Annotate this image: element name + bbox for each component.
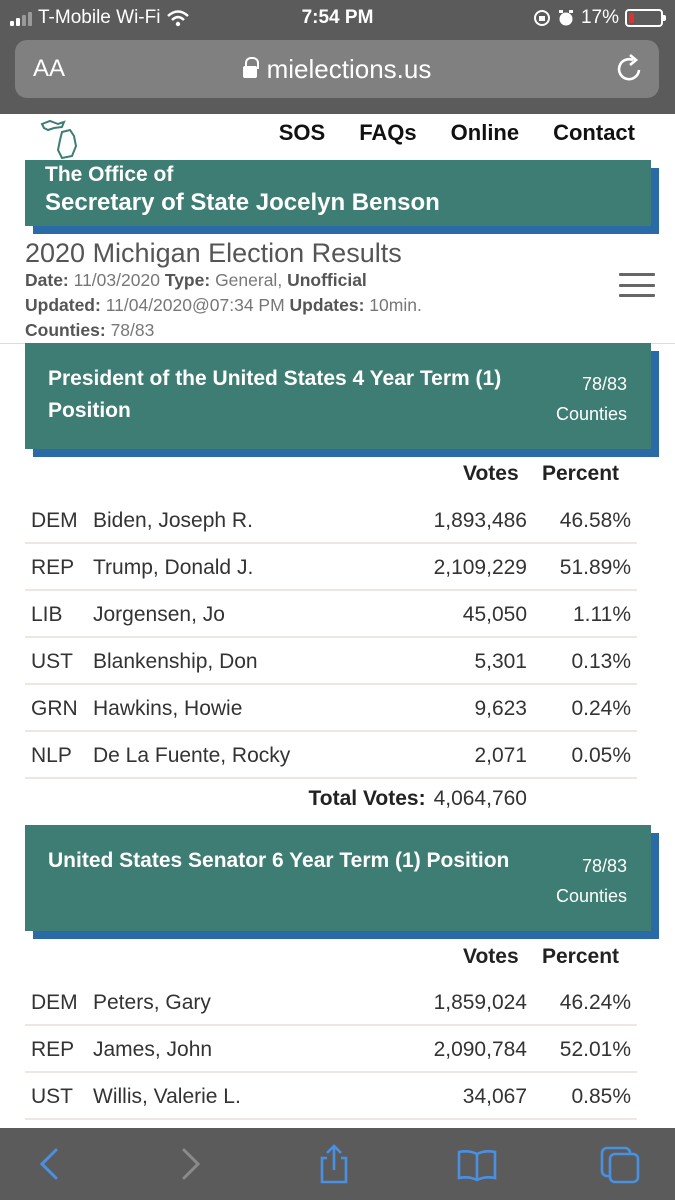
race-header-president[interactable]: President of the United States 4 Year Te… [25, 343, 651, 449]
percent: 0.85% [571, 1085, 631, 1108]
percent: 46.58% [559, 509, 631, 532]
banner-line2: Secretary of State Jocelyn Benson [45, 189, 440, 216]
votes: 34,067 [462, 1085, 527, 1108]
percent: 1.11% [573, 603, 631, 626]
meta-line-counties: Counties: 78/83 [25, 320, 155, 340]
party: UST [31, 1085, 73, 1108]
party: UST [31, 650, 73, 673]
sos-banner[interactable]: The Office of Secretary of State Jocelyn… [25, 160, 651, 226]
table-row: REP Trump, Donald J. 2,109,229 51.89% [25, 545, 637, 591]
percent-header: Percent [542, 462, 620, 485]
top-nav: SOS FAQs Online Contact [279, 120, 635, 146]
candidate: Biden, Joseph R. [93, 509, 253, 532]
percent-header: Percent [542, 945, 620, 968]
party: DEM [31, 991, 78, 1014]
url-text: mielections.us [266, 54, 432, 84]
party: REP [31, 556, 75, 579]
party: DEM [31, 509, 78, 532]
battery-icon [625, 9, 666, 27]
table-row: NLP De La Fuente, Rocky 2,071 0.05% [25, 733, 637, 779]
orientation-lock-icon [533, 10, 550, 26]
votes: 1,893,486 [433, 509, 527, 532]
clock: 7:54 PM [301, 7, 374, 28]
candidate: De La Fuente, Rocky [93, 744, 291, 767]
table-row: UST Willis, Valerie L. 34,067 0.85% [25, 1074, 637, 1120]
nav-sos[interactable]: SOS [278, 120, 326, 145]
party: REP [31, 1038, 75, 1061]
percent: 51.89% [559, 556, 631, 579]
tabs-icon[interactable] [598, 1142, 642, 1186]
banner-line1: The Office of [45, 163, 174, 186]
total-label: Total Votes: [308, 787, 426, 810]
signal-icon [10, 10, 32, 26]
status-bar: T-Mobile Wi-Fi 7:54 PM 17% [0, 0, 675, 36]
candidate: Trump, Donald J. [93, 556, 254, 579]
candidate: Hawkins, Howie [93, 697, 243, 720]
reader-options-button[interactable]: AA [33, 55, 66, 82]
candidate: James, John [93, 1038, 213, 1061]
michigan-logo-icon[interactable] [40, 118, 84, 162]
total-value: 4,064,760 [433, 787, 527, 810]
candidate: Peters, Gary [93, 991, 211, 1014]
votes-header: Votes [463, 462, 519, 485]
votes: 9,623 [474, 697, 527, 720]
browser-toolbar [0, 1128, 675, 1200]
nav-faqs[interactable]: FAQs [359, 120, 417, 145]
browser-chrome: T-Mobile Wi-Fi 7:54 PM 17% AA mielection… [0, 0, 675, 114]
race-header-senator[interactable]: United States Senator 6 Year Term (1) Po… [25, 825, 651, 931]
bookmarks-icon[interactable] [455, 1142, 499, 1186]
race-name: President of the United States 4 Year Te… [48, 367, 502, 422]
forward-icon[interactable] [168, 1142, 212, 1186]
table-row: DEM Peters, Gary 1,859,024 46.24% [25, 980, 637, 1026]
table-row: REP James, John 2,090,784 52.01% [25, 1027, 637, 1073]
votes: 2,109,229 [433, 556, 527, 579]
votes: 1,859,024 [433, 991, 527, 1014]
table-row: UST Blankenship, Don 5,301 0.13% [25, 639, 637, 685]
carrier-label: T-Mobile Wi-Fi [38, 7, 161, 28]
page-title: 2020 Michigan Election Results [25, 238, 402, 268]
party: GRN [31, 697, 78, 720]
meta-line-date: Date: 11/03/2020 Type: General, Unoffici… [25, 270, 367, 290]
percent: 0.13% [571, 650, 631, 673]
votes: 45,050 [462, 603, 527, 626]
share-icon[interactable] [312, 1142, 356, 1186]
address-bar[interactable]: AA mielections.us [15, 40, 659, 98]
table-row: LIB Jorgensen, Jo 45,050 1.11% [25, 592, 637, 638]
candidate: Willis, Valerie L. [93, 1085, 241, 1108]
party: LIB [31, 603, 63, 626]
candidate: Jorgensen, Jo [93, 603, 225, 626]
votes: 5,301 [474, 650, 527, 673]
race-counties: 78/83 Counties [555, 856, 627, 906]
votes: 2,090,784 [433, 1038, 527, 1061]
percent: 0.05% [571, 744, 631, 767]
candidate: Blankenship, Don [93, 650, 258, 673]
race-name: United States Senator 6 Year Term (1) Po… [48, 849, 510, 872]
battery-percent: 17% [580, 7, 619, 28]
percent: 0.24% [571, 697, 631, 720]
reload-icon[interactable] [615, 52, 645, 84]
meta-line-updated: Updated: 11/04/2020@07:34 PM Updates: 10… [25, 295, 422, 315]
nav-online[interactable]: Online [450, 120, 520, 145]
nav-contact[interactable]: Contact [553, 120, 635, 145]
url-field[interactable]: mielections.us [15, 54, 659, 85]
table-row: GRN Hawkins, Howie 9,623 0.24% [25, 686, 637, 732]
back-icon[interactable] [28, 1142, 72, 1186]
race-counties: 78/83 Counties [555, 374, 627, 424]
total-votes: Total Votes: 4,064,760 [309, 787, 528, 811]
percent: 52.01% [559, 1038, 631, 1061]
party: NLP [31, 744, 72, 767]
votes: 2,071 [474, 744, 527, 767]
wifi-icon [167, 10, 190, 27]
lock-icon [242, 57, 259, 78]
votes-header: Votes [463, 945, 519, 968]
alarm-icon [558, 10, 573, 26]
percent: 46.24% [559, 991, 631, 1014]
menu-icon[interactable] [619, 273, 655, 297]
table-row: DEM Biden, Joseph R. 1,893,486 46.58% [25, 498, 637, 544]
